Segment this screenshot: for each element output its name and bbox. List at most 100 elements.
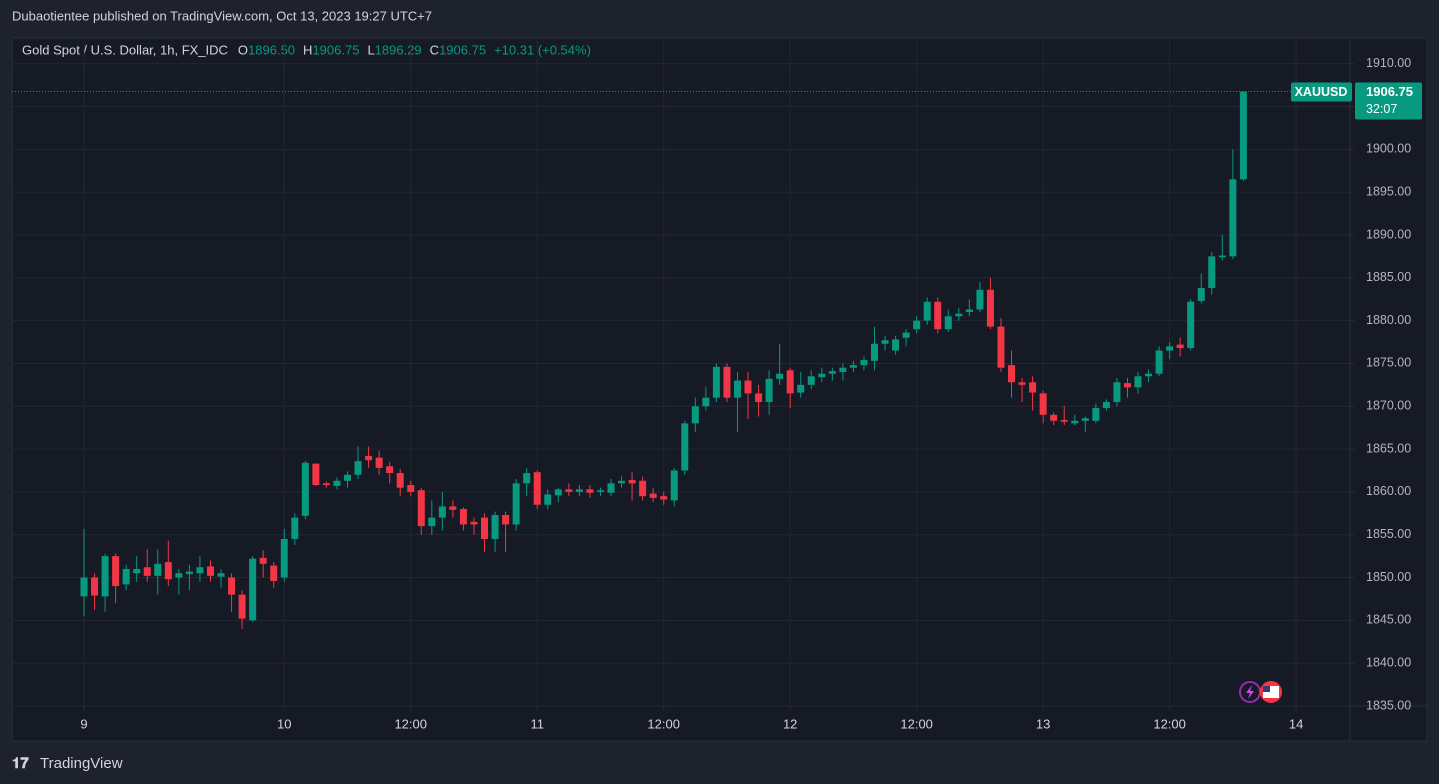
candle-body xyxy=(544,494,552,505)
candle-body xyxy=(849,365,857,368)
candle-body xyxy=(1102,401,1110,408)
candle-body xyxy=(1239,91,1247,180)
candle-body xyxy=(660,496,668,500)
candle-body xyxy=(923,301,931,321)
candle-body xyxy=(270,565,278,581)
candle-body xyxy=(344,474,351,481)
candle-body xyxy=(291,517,299,539)
candle-body xyxy=(702,397,710,407)
legend-value: 1906.75 xyxy=(312,42,359,57)
candles xyxy=(12,91,1350,629)
y-tick-label: 1880.00 xyxy=(1366,313,1411,327)
y-tick-label: 1860.00 xyxy=(1366,484,1411,498)
candle-body xyxy=(1113,382,1121,402)
candle-body xyxy=(238,594,246,619)
candle-body xyxy=(765,378,773,402)
candle-body xyxy=(1018,382,1026,385)
x-tick-label: 12:00 xyxy=(394,716,427,731)
y-tick-label: 1835.00 xyxy=(1366,698,1411,712)
candle-body xyxy=(164,562,172,580)
candle-body xyxy=(639,480,647,497)
candle-body xyxy=(407,485,415,492)
legend-key: O xyxy=(238,42,248,57)
candle-body xyxy=(470,521,478,525)
candle-body xyxy=(565,489,573,492)
candle-body xyxy=(691,406,699,424)
candle-body xyxy=(818,373,826,378)
y-tick-label: 1890.00 xyxy=(1366,227,1411,241)
x-tick-label: 11 xyxy=(530,716,544,731)
candle-body xyxy=(206,566,214,576)
candle-body xyxy=(965,309,973,313)
legend-change: +10.31 (+0.54%) xyxy=(494,42,591,57)
candle-body xyxy=(1166,346,1174,351)
event-icons xyxy=(1239,681,1282,703)
candle-body xyxy=(185,571,193,575)
candle-body xyxy=(154,563,162,576)
candle-body xyxy=(670,470,678,501)
candle-body xyxy=(955,313,963,317)
candle-body xyxy=(976,289,984,310)
y-tick-label: 1865.00 xyxy=(1366,441,1411,455)
legend: Gold Spot / U.S. Dollar, 1h, FX_IDC O 1896… xyxy=(22,42,591,57)
candle-body xyxy=(1050,414,1058,421)
candle-body xyxy=(502,515,510,525)
candle-body xyxy=(649,493,657,498)
candle-body xyxy=(459,509,467,525)
x-tick-label: 10 xyxy=(277,716,291,731)
candle-body xyxy=(1008,365,1016,383)
candle-body xyxy=(1197,288,1205,301)
candle-body xyxy=(681,423,689,471)
legend-value: 1896.50 xyxy=(248,42,295,57)
axes: 1835.00 1840.00 1845.00 1850.00 1855.00 1860.… xyxy=(80,56,1422,731)
candle-body xyxy=(786,370,794,394)
candle-body xyxy=(755,393,763,402)
price-label: 1906.75 xyxy=(1366,84,1413,99)
candle-body xyxy=(723,366,731,398)
candle-body xyxy=(91,577,99,596)
candle-body xyxy=(386,466,394,474)
legend-key: C xyxy=(430,42,439,57)
y-tick-label: 1870.00 xyxy=(1366,399,1411,413)
candle-body xyxy=(871,343,878,361)
candle-body xyxy=(1176,344,1184,349)
candle-body xyxy=(101,556,109,597)
x-tick-label: 12 xyxy=(783,716,797,731)
candle-body xyxy=(902,332,910,338)
candle-body xyxy=(1071,420,1079,424)
candle-body xyxy=(1229,179,1237,257)
y-tick-label: 1875.00 xyxy=(1366,356,1411,370)
footer-brand: TradingView xyxy=(40,755,123,772)
candle-body xyxy=(1123,383,1131,388)
candle-body xyxy=(986,289,994,327)
candle-body xyxy=(428,517,436,527)
candle-body xyxy=(607,483,615,493)
candle-body xyxy=(575,489,583,492)
publisher-header: Dubaotientee published on TradingView.co… xyxy=(12,8,432,23)
candle-body xyxy=(533,472,541,505)
candle-body xyxy=(797,384,805,393)
candle-body xyxy=(523,473,531,484)
candle-body xyxy=(217,573,225,577)
candle-body xyxy=(396,473,404,488)
price-label-box xyxy=(1355,82,1422,120)
candle-body xyxy=(997,326,1005,368)
candle-body xyxy=(776,373,784,379)
x-tick-label: 12:00 xyxy=(1153,716,1186,731)
symbol-label: XAUUSD xyxy=(1295,85,1348,99)
candle-body xyxy=(1218,255,1226,258)
candle-body xyxy=(491,515,499,539)
candle-body xyxy=(112,556,120,587)
candle-body xyxy=(1092,407,1100,421)
candle-body xyxy=(944,316,952,330)
footer-logo: 𝟏𝟕 xyxy=(12,755,29,772)
y-tick-label: 1910.00 xyxy=(1366,56,1411,70)
candle-body xyxy=(228,577,236,595)
candle-body xyxy=(259,557,267,564)
y-tick-label: 1840.00 xyxy=(1366,655,1411,669)
candle-body xyxy=(586,489,594,493)
candle-body xyxy=(438,506,446,518)
candle-body xyxy=(881,340,889,344)
candle-body xyxy=(839,367,847,372)
